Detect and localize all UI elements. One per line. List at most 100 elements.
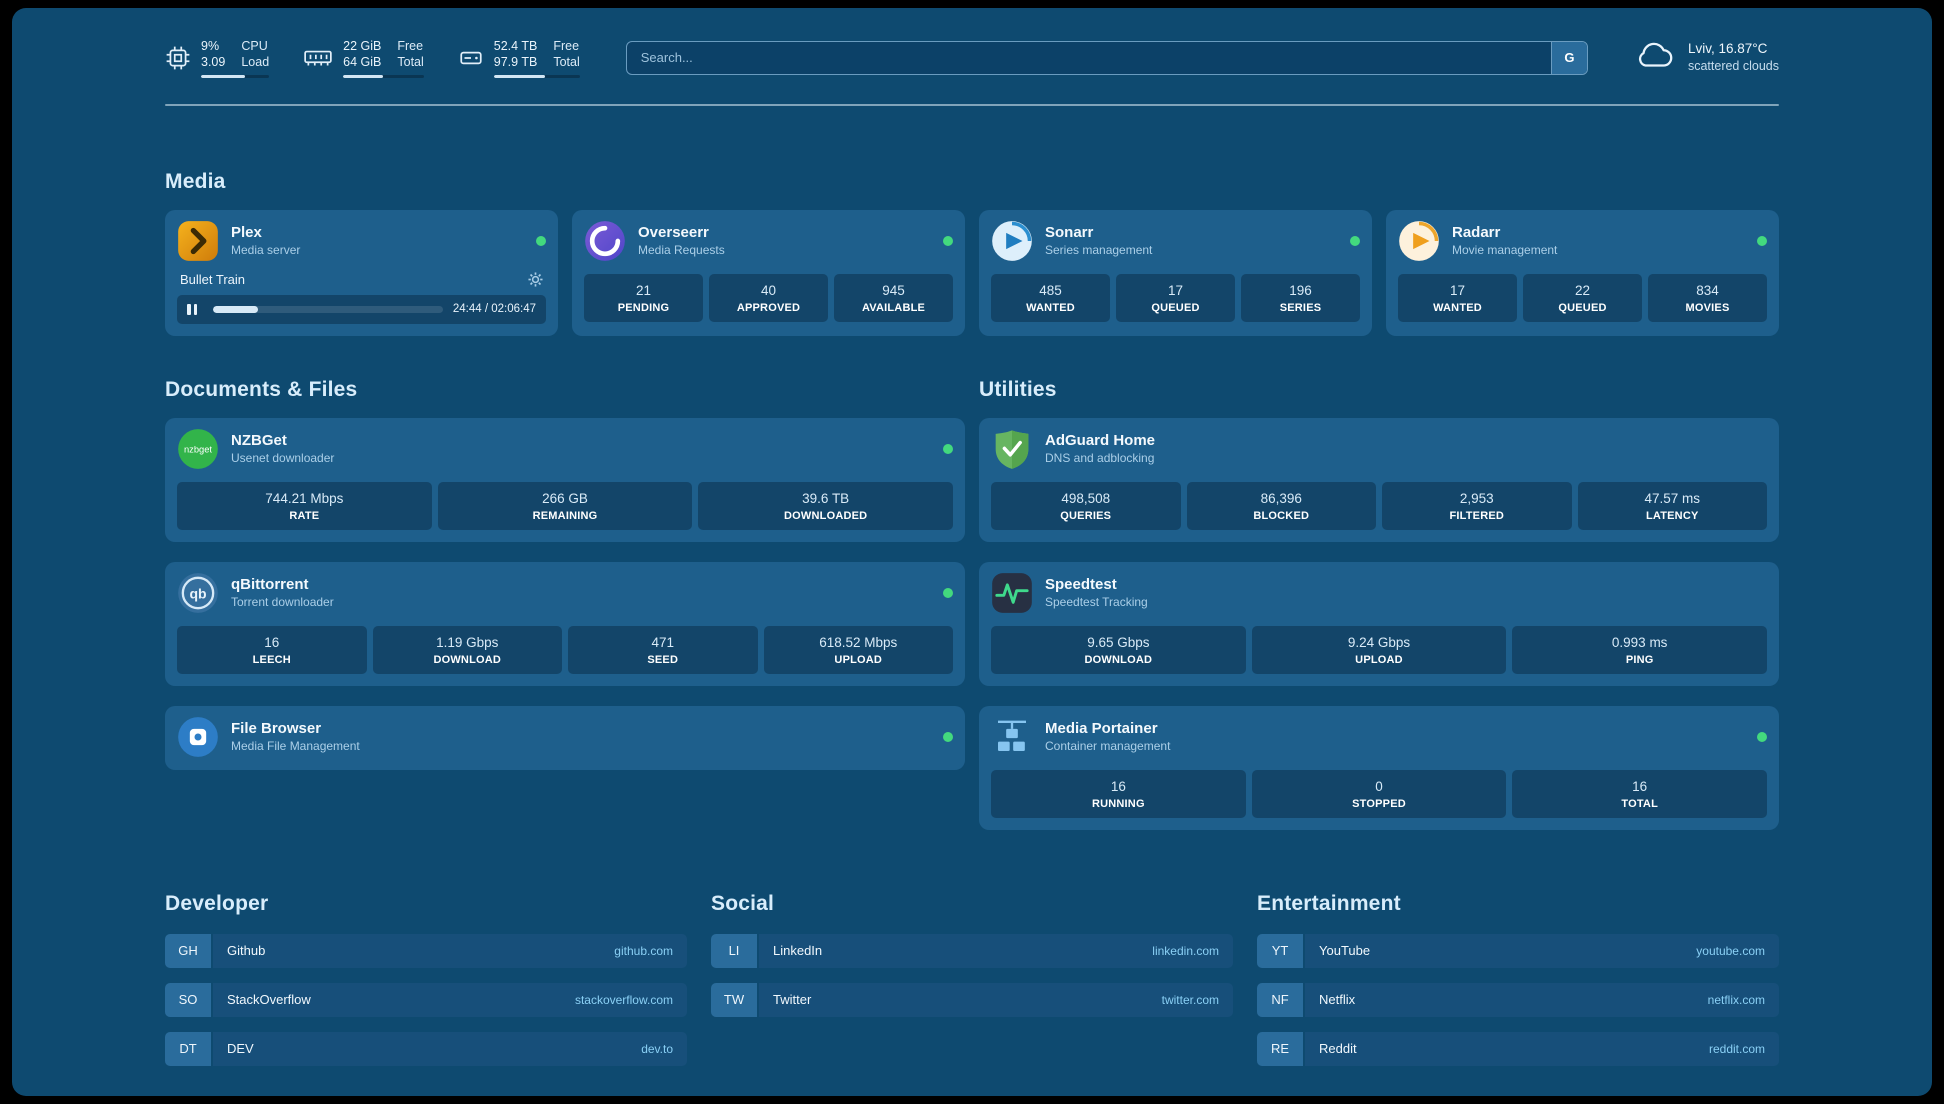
bookmark-github[interactable]: GH Github github.com (165, 933, 687, 968)
cpu-widget: 9% 3.09 CPU Load (165, 38, 270, 78)
bookmark-url: reddit.com (1708, 1041, 1765, 1056)
bookmark-name: StackOverflow (227, 992, 311, 1007)
disk-values: 52.4 TB 97.9 TB (494, 38, 538, 71)
stat-leech: 16 LEECH (177, 625, 367, 674)
stat-queued: 22 QUEUED (1523, 273, 1642, 322)
app-subtitle: Media Requests (638, 243, 725, 257)
radarr-icon (1398, 220, 1440, 262)
app-name: Radarr (1452, 224, 1501, 241)
stat-pending: 21 PENDING (584, 273, 703, 322)
search-provider-button[interactable]: G (1550, 41, 1587, 74)
adguard-icon (991, 428, 1033, 470)
stat-queries: 498,508 QUERIES (991, 481, 1181, 530)
app-name: Media Portainer (1045, 720, 1158, 737)
bookmark-name: Netflix (1319, 992, 1356, 1007)
cpu-load: 3.09 (201, 55, 226, 70)
gear-icon[interactable] (528, 271, 543, 287)
bookmark-stackoverflow[interactable]: SO StackOverflow stackoverflow.com (165, 982, 687, 1017)
sonarr-icon (991, 220, 1033, 262)
bookmark-group-developer: Developer GH Github github.com SO StackO… (165, 892, 687, 1066)
bookmark-twitter[interactable]: TW Twitter twitter.com (711, 982, 1233, 1017)
nzbget-icon: nzbget (177, 428, 219, 470)
app-card-sonarr[interactable]: Sonarr Series management 485 WANTED 17 Q… (979, 209, 1372, 336)
stat-approved: 40 APPROVED (709, 273, 828, 322)
app-subtitle: Movie management (1452, 243, 1558, 257)
section-title-developer: Developer (165, 891, 269, 915)
bookmark-reddit[interactable]: RE Reddit reddit.com (1257, 1031, 1779, 1066)
playback-time: 24:44 / 02:06:47 (452, 303, 536, 315)
stat-download: 1.19 Gbps DOWNLOAD (372, 625, 562, 674)
bookmark-abbr: SO (165, 982, 211, 1017)
bookmark-netflix[interactable]: NF Netflix netflix.com (1257, 982, 1779, 1017)
section-title-social: Social (711, 891, 775, 915)
bookmark-name: DEV (227, 1041, 254, 1056)
stat-download: 9.65 Gbps DOWNLOAD (991, 625, 1246, 674)
pause-button[interactable] (181, 300, 203, 319)
bookmark-group-social: Social LI LinkedIn linkedin.com TW Twitt… (711, 892, 1233, 1066)
app-name: AdGuard Home (1045, 432, 1156, 449)
app-subtitle: Speedtest Tracking (1045, 595, 1148, 609)
app-card-plex[interactable]: Plex Media server Bullet Train (165, 209, 558, 336)
stat-movies: 834 MOVIES (1648, 273, 1767, 322)
stat-wanted: 485 WANTED (991, 273, 1110, 322)
app-subtitle: Series management (1045, 243, 1153, 257)
bookmark-name: YouTube (1319, 943, 1371, 958)
status-dot (1350, 235, 1360, 246)
cpu-labels: CPU Load (241, 39, 270, 70)
speedtest-icon (991, 572, 1033, 614)
bookmark-abbr: DT (165, 1031, 211, 1066)
app-card-adguard[interactable]: AdGuard Home DNS and adblocking 498,508 … (979, 417, 1779, 542)
app-subtitle: Torrent downloader (231, 595, 334, 609)
cpu-usage: 9% (201, 39, 220, 53)
qbittorrent-icon: qb (177, 572, 219, 614)
bookmark-dev[interactable]: DT DEV dev.to (165, 1031, 687, 1066)
plex-player: 24:44 / 02:06:47 (177, 294, 546, 324)
stat-stopped: 0 STOPPED (1251, 769, 1507, 818)
stat-filtered: 2,953 FILTERED (1382, 481, 1572, 530)
cpu-icon (165, 45, 191, 71)
stat-seed: 471 SEED (568, 625, 758, 674)
app-name: Overseerr (638, 224, 709, 241)
stat-upload: 618.52 Mbps UPLOAD (763, 625, 953, 674)
app-card-radarr[interactable]: Radarr Movie management 17 WANTED 22 QUE… (1386, 209, 1779, 336)
documents-column: Documents & Files nzbget NZBGet Usenet d… (165, 378, 965, 770)
app-subtitle: DNS and adblocking (1045, 451, 1155, 465)
section-title-media: Media (165, 169, 226, 193)
media-grid: Plex Media server Bullet Train (165, 209, 1779, 336)
stat-remaining: 266 GB REMAINING (437, 481, 693, 530)
bookmark-name: Twitter (773, 992, 812, 1007)
status-dot (943, 587, 953, 598)
app-card-speedtest[interactable]: Speedtest Speedtest Tracking 9.65 Gbps D… (979, 561, 1779, 686)
stat-series: 196 SERIES (1241, 273, 1360, 322)
app-card-portainer[interactable]: Media Portainer Container management 16 … (979, 705, 1779, 830)
app-card-filebrowser[interactable]: File Browser Media File Management (165, 705, 965, 770)
stat-downloaded: 39.6 TB DOWNLOADED (698, 481, 954, 530)
app-subtitle: Container management (1045, 739, 1171, 753)
bookmark-url: linkedin.com (1152, 943, 1219, 958)
bookmark-url: github.com (614, 943, 673, 958)
bookmark-abbr: YT (1257, 933, 1303, 968)
app-name: Speedtest (1045, 576, 1117, 593)
app-card-overseerr[interactable]: Overseerr Media Requests 21 PENDING 40 A… (572, 209, 965, 336)
search-input[interactable] (626, 41, 1551, 74)
status-dot (943, 731, 953, 742)
app-card-nzbget[interactable]: nzbget NZBGet Usenet downloader 744.21 M… (165, 417, 965, 542)
stat-running: 16 RUNNING (991, 769, 1246, 818)
bookmark-linkedin[interactable]: LI LinkedIn linkedin.com (711, 933, 1233, 968)
filebrowser-icon (177, 716, 219, 758)
section-title-entertainment: Entertainment (1257, 891, 1401, 915)
status-dot (536, 235, 546, 246)
stat-blocked: 86,396 BLOCKED (1186, 481, 1376, 530)
overseerr-icon (584, 220, 626, 262)
app-card-qbittorrent[interactable]: qb qBittorrent Torrent downloader 16 LEE… (165, 561, 965, 686)
weather-widget: Lviv, 16.87°C scattered clouds (1634, 39, 1779, 76)
playback-progress-bar[interactable] (213, 305, 443, 313)
cpu-values: 9% 3.09 (201, 38, 225, 71)
stat-total: 16 TOTAL (1512, 769, 1768, 818)
disk-bar (493, 74, 580, 78)
bookmark-name: Github (227, 943, 266, 958)
memory-widget: 22 GiB 64 GiB Free Total (303, 38, 424, 78)
disk-widget: 52.4 TB 97.9 TB Free Total (458, 38, 580, 78)
disk-icon (458, 45, 484, 71)
bookmark-youtube[interactable]: YT YouTube youtube.com (1257, 933, 1779, 968)
